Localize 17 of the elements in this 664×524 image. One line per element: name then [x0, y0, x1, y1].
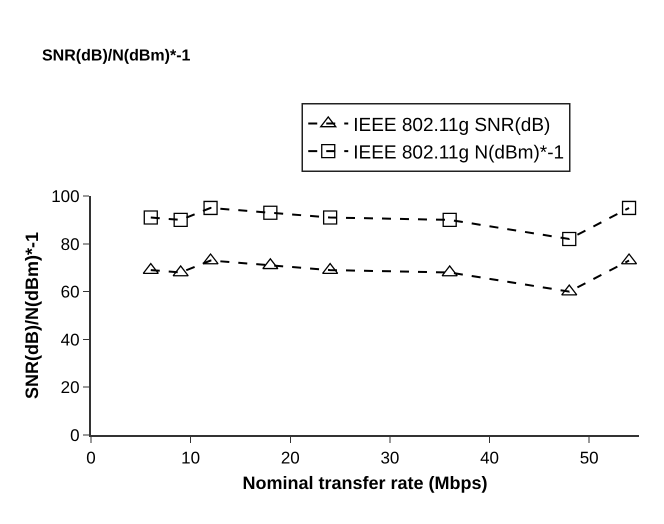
x-axis-title: Nominal transfer rate (Mbps) — [242, 473, 488, 493]
x-tick-label: 10 — [181, 448, 200, 468]
y-axis-title: SNR(dB)/N(dBm)*-1 — [22, 232, 42, 399]
x-tick-label: 30 — [380, 448, 400, 468]
x-tick-label: 20 — [280, 448, 300, 468]
y-tick-label: 0 — [70, 426, 80, 445]
x-tick-label: 0 — [86, 448, 96, 468]
y-tick-label: 40 — [60, 330, 80, 350]
x-tick-label: 40 — [480, 448, 500, 468]
legend-label: IEEE 802.11g N(dBm)*-1 — [353, 142, 564, 164]
y-tick-label: 100 — [51, 186, 80, 206]
y-tick-label: 80 — [60, 234, 80, 254]
y-tick-label: 60 — [60, 282, 80, 302]
x-tick-label: 50 — [580, 448, 599, 468]
y-tick-label: 20 — [60, 378, 80, 398]
legend-label: IEEE 802.11g SNR(dB) — [353, 114, 550, 136]
chart-title: SNR(dB)/N(dBm)*-1 — [42, 48, 191, 65]
